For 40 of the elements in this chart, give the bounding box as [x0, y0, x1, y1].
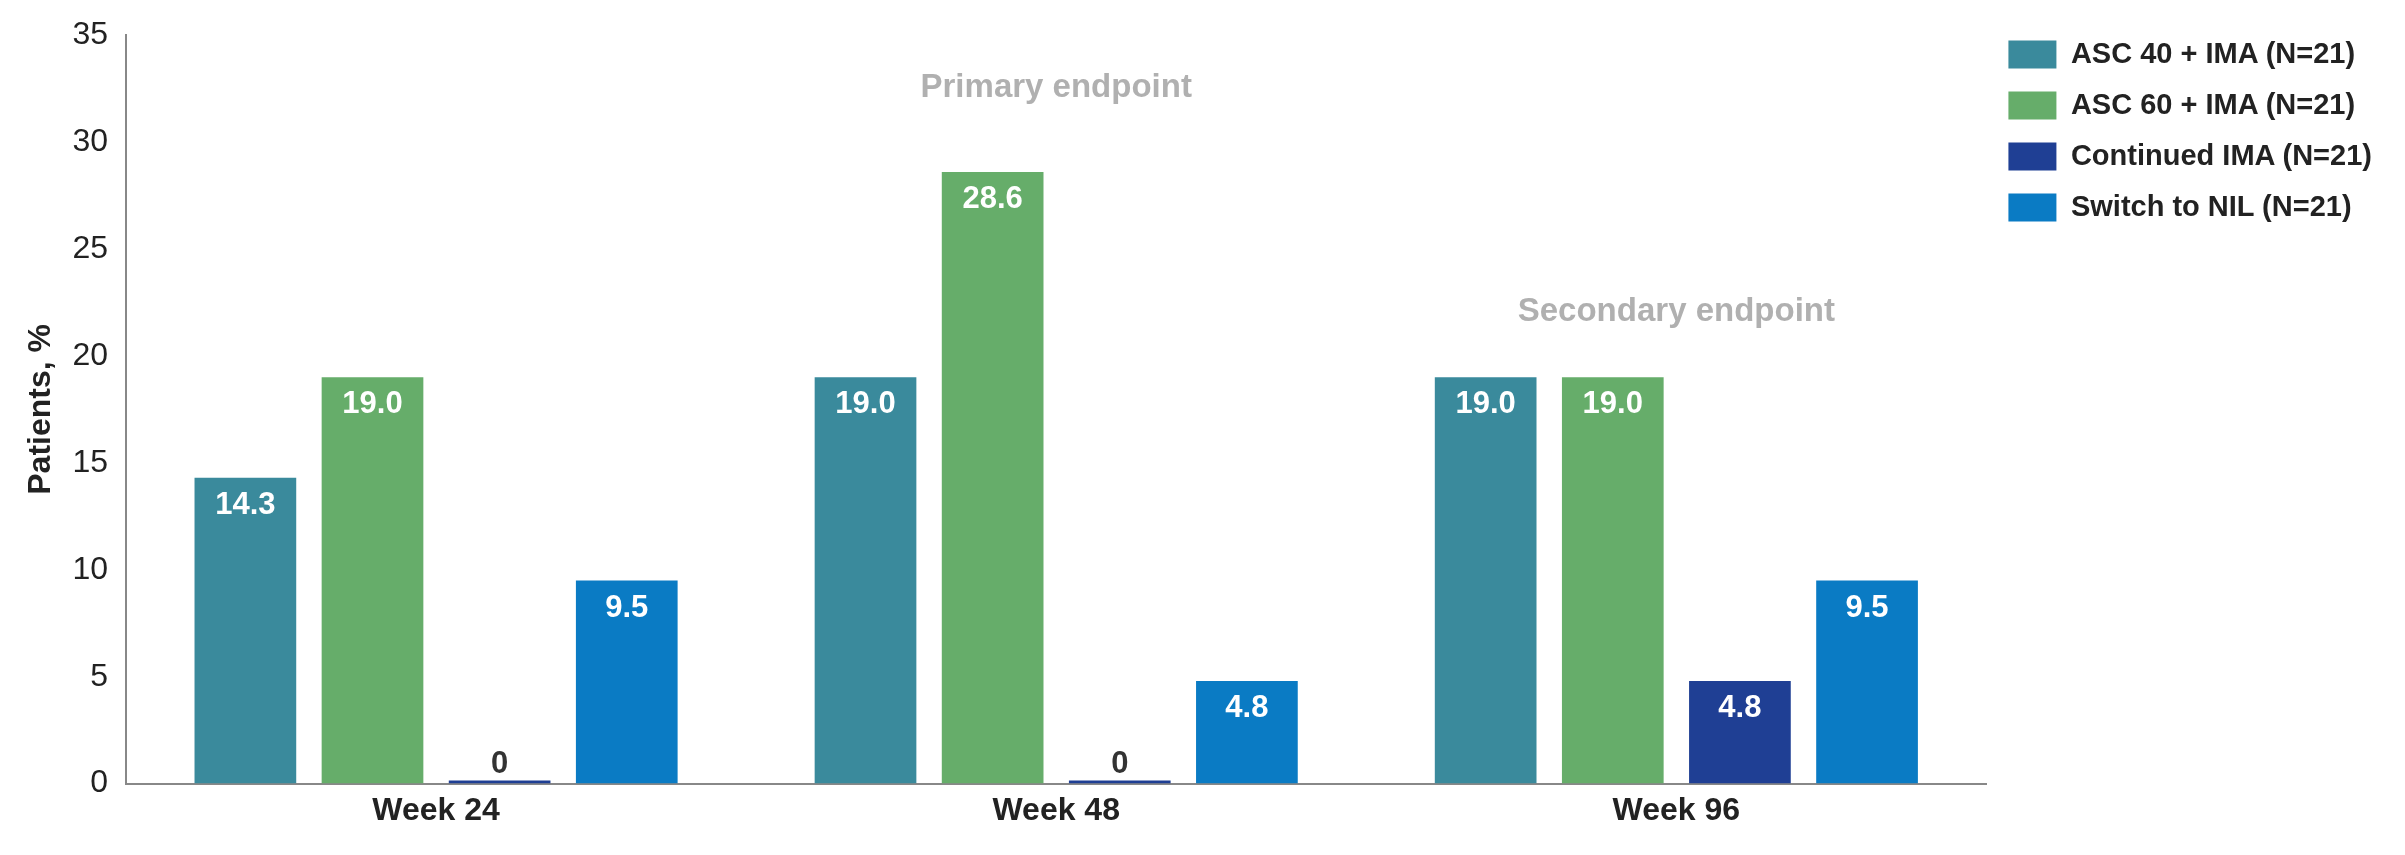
- x-tick-label: Week 48: [992, 790, 1120, 827]
- y-tick-label: 5: [90, 656, 108, 693]
- data-label: 14.3: [215, 485, 276, 521]
- bar: [194, 477, 297, 784]
- annotation: Secondary endpoint: [1517, 291, 1835, 329]
- x-tick-label: Week 96: [1612, 790, 1741, 827]
- bar: [1434, 377, 1537, 784]
- data-label: 0: [491, 744, 509, 780]
- data-label: 19.0: [835, 385, 896, 421]
- bar: [941, 172, 1044, 784]
- y-tick-label: 20: [72, 335, 108, 372]
- legend-label: Switch to NIL (N=21): [2070, 189, 2352, 222]
- bar: [1196, 680, 1298, 784]
- data-label: 4.8: [1718, 689, 1762, 725]
- y-tick-label: 35: [72, 15, 108, 52]
- y-tick-label: 10: [72, 549, 108, 586]
- bar: [321, 377, 424, 784]
- bar: [1816, 580, 1918, 784]
- legend-label: Continued IMA (N=21): [2070, 138, 2372, 171]
- data-label: 28.6: [962, 180, 1023, 216]
- annotation: Primary endpoint: [920, 66, 1192, 104]
- bar: [575, 580, 678, 784]
- data-label: 9.5: [1845, 588, 1889, 624]
- data-label: 19.0: [1582, 385, 1643, 421]
- y-tick-label: 25: [72, 228, 108, 265]
- bar: [1689, 680, 1791, 784]
- y-tick-label: 15: [72, 442, 108, 479]
- bar: [814, 377, 917, 784]
- bar: [1561, 377, 1664, 784]
- legend-label: ASC 40 + IMA (N=21): [2070, 36, 2356, 69]
- data-label: 19.0: [342, 385, 403, 421]
- data-label: 4.8: [1225, 689, 1269, 725]
- x-tick-label: Week 24: [372, 790, 501, 827]
- data-label: 0: [1111, 744, 1129, 780]
- data-label: 9.5: [605, 588, 649, 624]
- data-label: 19.0: [1455, 385, 1516, 421]
- legend-label: ASC 60 + IMA (N=21): [2070, 87, 2356, 120]
- y-axis-title: Patients, %: [21, 324, 58, 495]
- y-tick-label: 0: [90, 763, 108, 800]
- y-tick-label: 30: [72, 121, 108, 158]
